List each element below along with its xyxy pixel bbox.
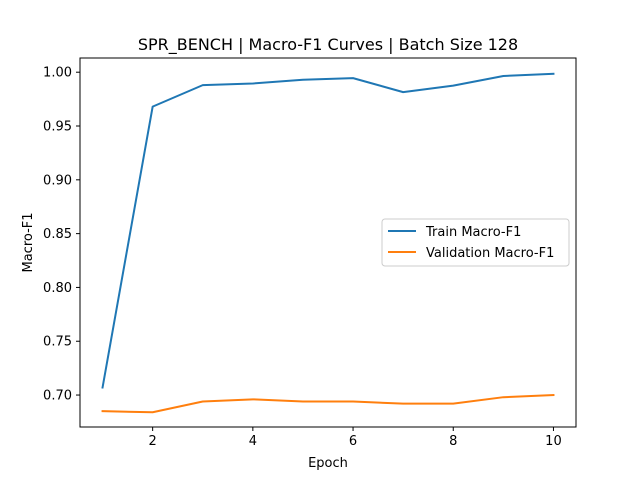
x-tick-label: 8 [449,434,457,449]
y-tick-label: 0.85 [43,227,72,242]
legend-label-train: Train Macro-F1 [425,225,521,240]
legend-label-validation: Validation Macro-F1 [426,246,554,261]
y-tick-label: 1.00 [43,66,72,81]
axes-frame [79,57,577,428]
plot-area [101,72,555,414]
y-tick-label: 0.70 [43,389,72,404]
series-line-validation [101,393,555,414]
y-tick-label: 0.80 [43,281,72,296]
x-tick-label: 2 [149,434,157,449]
legend-box [381,218,570,267]
y-tick-label: 0.95 [43,120,72,135]
y-tick-label: 0.90 [43,173,72,188]
series-line-train [101,72,555,389]
x-axis: 2 4 6 8 10 [149,427,562,449]
x-axis-label: Epoch [308,456,348,471]
x-tick-label: 6 [349,434,357,449]
y-tick-label: 0.75 [43,335,72,350]
chart-title: SPR_BENCH | Macro-F1 Curves | Batch Size… [138,35,518,55]
legend: Train Macro-F1 Validation Macro-F1 [381,218,570,267]
x-tick-label: 4 [249,434,257,449]
x-tick-label: 10 [545,434,562,449]
y-axis: 0.70 0.75 0.80 0.85 0.90 0.95 1.00 [43,66,80,404]
y-axis-label: Macro-F1 [21,212,36,272]
